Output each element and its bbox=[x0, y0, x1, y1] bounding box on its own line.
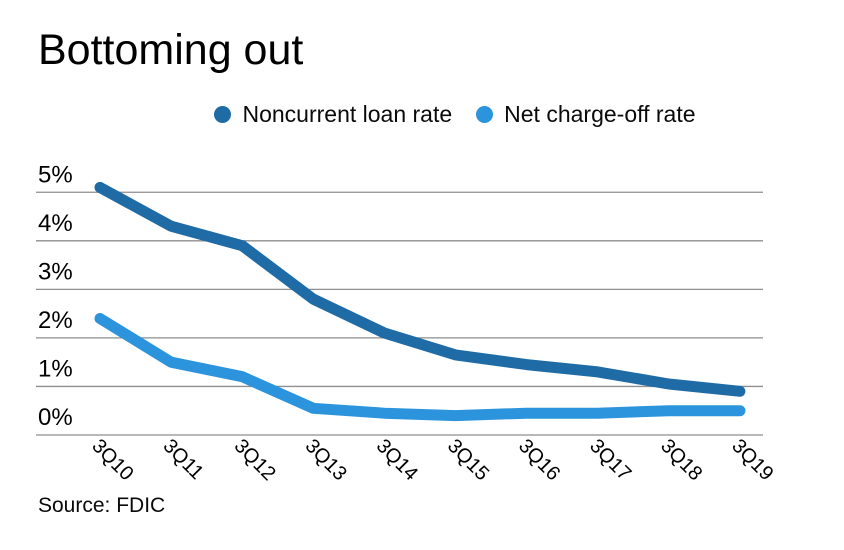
y-axis-tick-label: 3% bbox=[38, 258, 73, 285]
x-axis-tick-label: 3Q11 bbox=[159, 435, 208, 484]
x-axis-tick-label: 3Q18 bbox=[656, 435, 706, 485]
chart-title: Bottoming out bbox=[38, 26, 304, 74]
y-axis-tick-label: 1% bbox=[38, 355, 73, 382]
chart-legend: Noncurrent loan rate Net charge-off rate bbox=[0, 101, 844, 128]
series-line-chargeoff bbox=[94, 313, 746, 422]
legend-item-chargeoff: Net charge-off rate bbox=[476, 101, 696, 128]
legend-dot-noncurrent-icon bbox=[214, 106, 232, 123]
legend-label-noncurrent: Noncurrent loan rate bbox=[242, 101, 453, 127]
x-axis-tick-label: 3Q13 bbox=[301, 435, 351, 485]
series-line-noncurrent bbox=[94, 181, 746, 397]
y-axis-tick-label: 5% bbox=[38, 161, 73, 188]
x-axis-tick-label: 3Q17 bbox=[585, 435, 635, 485]
y-axis-tick-label: 0% bbox=[38, 404, 73, 431]
x-axis-tick-label: 3Q10 bbox=[87, 435, 137, 485]
y-axis-tick-label: 4% bbox=[38, 210, 73, 237]
x-axis-tick-label: 3Q14 bbox=[372, 435, 422, 485]
x-axis-tick-label: 3Q19 bbox=[727, 435, 777, 485]
x-axis-tick-label: 3Q12 bbox=[230, 435, 280, 485]
source-note: Source: FDIC bbox=[38, 494, 166, 517]
y-axis-tick-label: 2% bbox=[38, 307, 73, 334]
legend-label-chargeoff: Net charge-off rate bbox=[504, 101, 696, 127]
legend-item-noncurrent: Noncurrent loan rate bbox=[214, 101, 452, 128]
x-axis-tick-label: 3Q16 bbox=[514, 435, 564, 485]
x-axis-tick-label: 3Q15 bbox=[443, 435, 493, 485]
legend-dot-chargeoff-icon bbox=[476, 106, 494, 123]
